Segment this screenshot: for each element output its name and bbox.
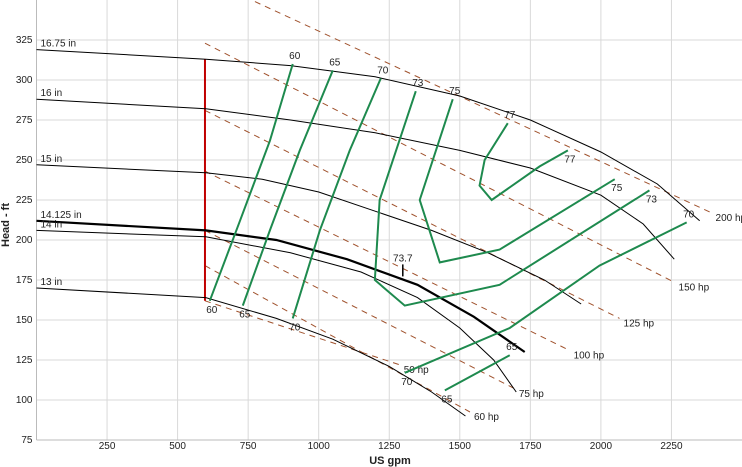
x-tick-label: 1250 <box>378 441 401 452</box>
impeller-label: 16 in <box>41 88 63 99</box>
y-axis-title: Head - ft <box>0 203 12 247</box>
efficiency-label: 65 <box>329 57 341 68</box>
y-tick-label: 150 <box>16 315 33 326</box>
power-label: 50 hp <box>404 365 429 376</box>
y-tick-label: 250 <box>16 155 33 166</box>
x-tick-label: 500 <box>169 441 186 452</box>
y-tick-label: 300 <box>16 75 33 86</box>
efficiency-label: 70 <box>401 377 413 388</box>
x-tick-label: 1750 <box>519 441 542 452</box>
x-tick-label: 1500 <box>449 441 472 452</box>
power-label: 150 hp <box>679 282 710 293</box>
efficiency-label: 65 <box>441 394 453 405</box>
power-line <box>204 42 675 283</box>
impeller-curve <box>36 219 526 353</box>
efficiency-label: 73 <box>412 78 424 89</box>
impeller-curve <box>36 229 517 393</box>
power-line <box>204 229 516 390</box>
efficiency-label: 75 <box>611 183 623 194</box>
power-line <box>254 1 712 214</box>
impeller-curve <box>36 287 466 417</box>
impeller-label: 13 in <box>41 277 63 288</box>
efficiency-label: 65 <box>506 342 518 353</box>
efficiency-label: 60 <box>206 305 218 316</box>
efficiency-curve <box>444 354 511 392</box>
impeller-curve <box>36 164 582 305</box>
x-axis-title: US gpm <box>369 455 411 467</box>
impeller-curve <box>36 98 675 260</box>
y-tick-label: 275 <box>16 115 33 126</box>
y-tick-label: 75 <box>21 435 33 446</box>
power-label: 200 hp <box>716 213 742 224</box>
efficiency-label: 77 <box>504 110 516 121</box>
efficiency-curve <box>418 98 616 264</box>
y-tick-label: 100 <box>16 395 33 406</box>
power-label: 60 hp <box>474 412 499 423</box>
impeller-label: 14 in <box>41 219 63 230</box>
x-tick-label: 750 <box>240 441 257 452</box>
y-tick-label: 225 <box>16 195 33 206</box>
efficiency-curve <box>404 221 688 374</box>
efficiency-label: 70 <box>289 322 301 333</box>
bep-label: 73.7 <box>393 253 413 264</box>
efficiency-curve <box>291 78 382 319</box>
power-label: 125 hp <box>624 318 655 329</box>
impeller-label: 15 in <box>41 154 63 165</box>
x-tick-label: 2000 <box>590 441 613 452</box>
power-label: 100 hp <box>574 350 605 361</box>
efficiency-label: 70 <box>377 65 389 76</box>
y-tick-label: 200 <box>16 235 33 246</box>
efficiency-label: 60 <box>289 51 301 62</box>
power-line <box>204 265 471 413</box>
x-tick-label: 1000 <box>308 441 331 452</box>
power-line <box>204 300 400 366</box>
x-tick-label: 250 <box>99 441 116 452</box>
impeller-curve <box>36 49 700 222</box>
y-tick-label: 175 <box>16 275 33 286</box>
efficiency-label: 73 <box>646 194 658 205</box>
efficiency-label: 65 <box>239 310 251 321</box>
efficiency-curve <box>208 63 294 302</box>
y-tick-label: 125 <box>16 355 33 366</box>
x-tick-label: 2250 <box>660 441 683 452</box>
efficiency-label: 75 <box>449 86 461 97</box>
efficiency-label: 70 <box>683 209 695 220</box>
efficiency-curve <box>478 122 569 202</box>
power-label: 75 hp <box>519 389 544 400</box>
efficiency-label: 77 <box>564 154 576 165</box>
efficiency-curve <box>241 70 334 306</box>
power-line <box>204 170 570 351</box>
efficiency-curve <box>373 90 650 307</box>
y-tick-label: 325 <box>16 35 33 46</box>
impeller-label: 16.75 in <box>41 39 77 50</box>
impeller-label: 14.125 in <box>41 210 82 221</box>
